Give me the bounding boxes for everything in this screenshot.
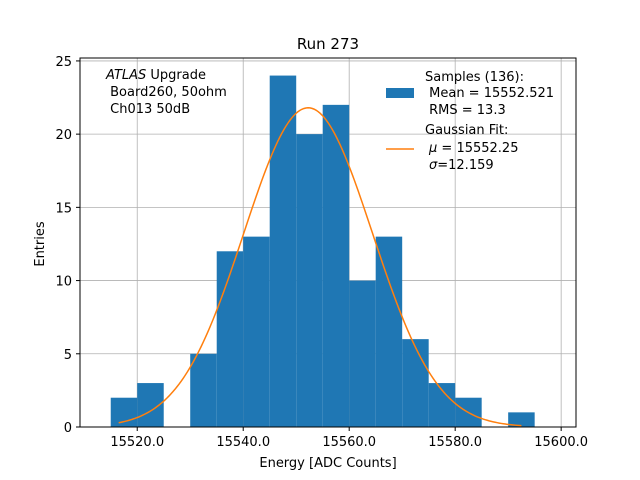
histogram-bar	[296, 134, 323, 427]
chart-title: Run 273	[297, 35, 359, 53]
legend-mu-value: = 15552.25	[437, 141, 518, 156]
y-tick-label: 10	[55, 275, 72, 290]
fit-layer	[118, 107, 522, 427]
legend: Samples (136): Mean = 15552.521 RMS = 13…	[386, 70, 554, 173]
histogram-bar	[190, 353, 217, 427]
legend-samples-line-1: Samples (136):	[425, 70, 524, 85]
legend-samples-line-2: Mean = 15552.521	[425, 86, 554, 101]
histogram-bar	[508, 412, 535, 427]
histogram-bar	[243, 236, 270, 427]
legend-fit-line-1: Gaussian Fit:	[425, 123, 508, 138]
y-tick-label: 20	[55, 128, 72, 143]
x-axis-label: Energy [ADC Counts]	[259, 456, 396, 471]
legend-sigma-value: =12.159	[437, 158, 493, 173]
y-tick-label: 15	[55, 201, 72, 216]
histogram-bar	[216, 251, 244, 427]
y-axis-label: Entries	[33, 221, 48, 267]
annotation-line-1-rest: Upgrade	[146, 68, 206, 83]
x-tick-label: 15560.0	[322, 435, 376, 450]
y-tick-label: 5	[64, 348, 72, 363]
plot-frame	[79, 57, 577, 428]
y-tick-label: 0	[64, 421, 72, 436]
x-tick-label: 15600.0	[534, 435, 588, 450]
histogram-bar	[269, 75, 297, 428]
legend-fit-line-3: σ=12.159	[429, 158, 494, 173]
atlas-annotation: ATLAS Upgrade Board260, 50ohm Ch013 50dB	[105, 68, 227, 117]
histogram-bar	[375, 236, 403, 427]
axes-layer	[79, 57, 577, 428]
legend-fit-line-2: μ = 15552.25	[428, 141, 518, 156]
annotation-line-1: ATLAS Upgrade	[105, 68, 206, 83]
legend-samples-line-3: RMS = 13.3	[425, 103, 506, 118]
legend-mu-symbol: μ	[428, 141, 437, 156]
annotation-atlas-italic: ATLAS	[105, 68, 146, 83]
histogram-bar	[349, 280, 376, 427]
legend-samples-swatch	[386, 88, 414, 98]
x-tick-label: 15540.0	[216, 435, 270, 450]
annotation-line-2: Board260, 50ohm	[106, 85, 227, 100]
x-tick-label: 15520.0	[110, 435, 164, 450]
annotation-line-3: Ch013 50dB	[106, 102, 190, 117]
histogram-bar	[402, 339, 429, 427]
bars-layer	[110, 75, 535, 428]
ticks-layer: 15520.0 15540.0 15560.0 15580.0 15600.0 0 5 10 1…	[55, 55, 588, 450]
y-tick-label: 25	[55, 55, 72, 70]
x-tick-label: 15580.0	[428, 435, 482, 450]
legend-sigma-symbol: σ	[429, 158, 438, 173]
histogram-bar	[110, 397, 138, 427]
gaussian-fit-line	[118, 107, 522, 427]
histogram-bar	[322, 104, 350, 427]
